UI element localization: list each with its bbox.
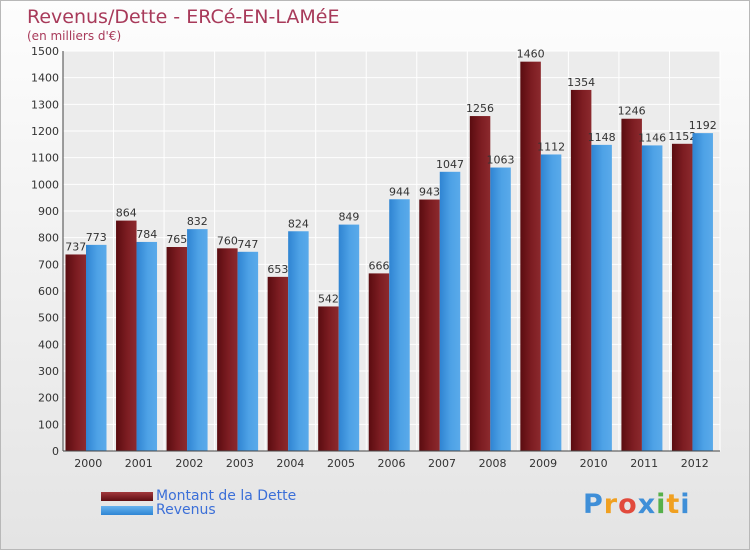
data-label-dette: 943: [419, 186, 440, 199]
data-label-revenus: 1063: [487, 154, 515, 167]
bar-dette: [217, 248, 238, 451]
data-label-dette: 765: [166, 233, 187, 246]
bar-revenus: [288, 231, 309, 451]
data-label-revenus: 1146: [638, 131, 666, 144]
data-label-revenus: 1192: [689, 119, 717, 132]
bar-revenus: [136, 241, 158, 451]
x-tick-label: 2000: [74, 457, 102, 470]
y-tick-label: 0: [52, 445, 59, 458]
x-tick-label: 2009: [529, 457, 557, 470]
y-tick-label: 1000: [31, 178, 59, 191]
y-tick-label: 100: [38, 418, 59, 431]
y-tick-label: 400: [38, 338, 59, 351]
x-tick-label: 2002: [175, 457, 203, 470]
x-tick-label: 2011: [630, 457, 658, 470]
bar-dette: [318, 306, 339, 451]
y-tick-label: 700: [38, 258, 59, 271]
legend-item-dette: Montant de la Dette: [101, 488, 296, 504]
x-tick-label: 2006: [378, 457, 406, 470]
bar-dette: [116, 220, 137, 451]
data-label-revenus: 944: [389, 185, 410, 198]
chart-title: Revenus/Dette - ERCé-EN-LAMéE: [27, 6, 340, 28]
logo-letter: o: [618, 489, 638, 520]
logo-letter: i: [656, 489, 667, 520]
proxiti-logo: Proxiti: [583, 489, 691, 520]
y-tick-label: 900: [38, 205, 59, 218]
data-label-dette: 1256: [466, 102, 494, 115]
legend-swatch-revenus: [101, 505, 153, 515]
bar-revenus: [490, 167, 511, 452]
chart-subtitle: (en milliers d'€): [27, 29, 122, 43]
legend-label-dette: Montant de la Dette: [156, 488, 297, 504]
data-label-revenus: 773: [86, 231, 107, 244]
x-tick-label: 2007: [428, 457, 456, 470]
data-label-dette: 542: [318, 292, 339, 305]
bar-dette: [368, 273, 390, 451]
data-label-revenus: 1148: [588, 131, 616, 144]
logo-letter: r: [603, 489, 619, 520]
y-tick-label: 300: [38, 365, 59, 378]
y-tick-label: 1400: [31, 72, 59, 85]
data-label-dette: 864: [116, 207, 137, 220]
legend-swatch-dette: [101, 491, 153, 501]
y-tick-label: 1500: [31, 45, 59, 58]
y-tick-label: 200: [38, 392, 59, 405]
x-tick-label: 2005: [327, 457, 355, 470]
y-tick-label: 600: [38, 285, 59, 298]
x-tick-label: 2003: [226, 457, 254, 470]
data-label-revenus: 832: [187, 215, 208, 228]
legend-item-revenus: Revenus: [101, 502, 216, 518]
bar-dette: [520, 61, 541, 452]
logo-letter: x: [637, 489, 657, 520]
data-label-revenus: 1112: [537, 140, 565, 153]
bar-dette: [621, 118, 642, 451]
bar-revenus: [187, 229, 208, 451]
bar-revenus: [86, 244, 107, 451]
data-label-dette: 1152: [668, 130, 696, 143]
data-label-dette: 666: [368, 259, 389, 272]
bar-dette: [166, 247, 188, 451]
bar-revenus: [641, 145, 663, 451]
bar-revenus: [338, 224, 360, 451]
bar-revenus: [591, 144, 612, 451]
bar-dette: [65, 254, 86, 451]
data-label-dette: 737: [65, 240, 86, 253]
bar-revenus: [389, 199, 410, 451]
x-tick-label: 2004: [276, 457, 304, 470]
data-label-dette: 1246: [618, 105, 646, 118]
data-label-revenus: 784: [136, 228, 157, 241]
bar-dette: [469, 116, 491, 452]
bar-revenus: [439, 171, 461, 452]
bar-dette: [570, 89, 592, 451]
x-tick-label: 2001: [125, 457, 153, 470]
bar-dette: [671, 143, 693, 452]
data-label-dette: 1354: [567, 76, 595, 89]
y-tick-label: 500: [38, 312, 59, 325]
data-label-dette: 653: [267, 263, 288, 276]
x-tick-label: 2012: [681, 457, 709, 470]
data-label-revenus: 849: [338, 211, 359, 224]
bar-dette: [419, 199, 440, 451]
x-tick-label: 2010: [580, 457, 608, 470]
data-label-dette: 760: [217, 234, 238, 247]
y-tick-label: 1200: [31, 125, 59, 138]
bar-revenus: [540, 154, 562, 451]
data-label-revenus: 1047: [436, 158, 464, 171]
y-tick-label: 1300: [31, 98, 59, 111]
bar-dette: [267, 276, 289, 451]
bar-revenus: [692, 133, 713, 451]
data-label-revenus: 747: [237, 238, 258, 251]
logo-letter: t: [666, 489, 681, 520]
x-tick-label: 2008: [479, 457, 507, 470]
legend-label-revenus: Revenus: [156, 502, 216, 518]
y-tick-label: 1100: [31, 152, 59, 165]
y-tick-label: 800: [38, 232, 59, 245]
data-label-revenus: 824: [288, 217, 309, 230]
data-label-dette: 1460: [517, 48, 545, 61]
logo-letter: P: [583, 489, 604, 520]
logo-letter: i: [680, 489, 691, 520]
bar-revenus: [237, 251, 259, 451]
